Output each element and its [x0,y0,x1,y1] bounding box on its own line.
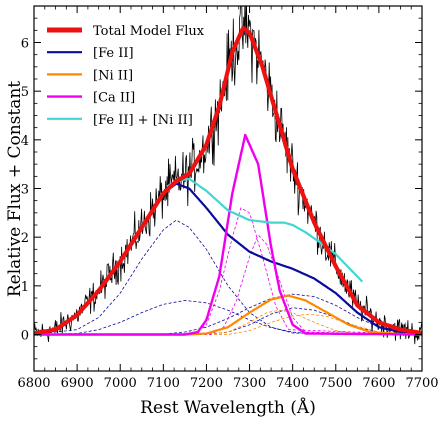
x-tick-label: 7600 [362,376,395,391]
x-axis: 6800 6900 7000 7100 7200 7300 7400 7500 7600 7700 [17,6,439,391]
x-axis-label: Rest Wavelength (Å) [140,397,316,418]
y-tick-label: 2 [21,231,29,246]
series-line-3 [34,133,422,336]
x-tick-label: 7400 [276,376,309,391]
legend-label: [Ca II] [93,91,135,106]
y-tick-label: 3 [21,183,29,198]
x-tick-label: 6800 [17,376,50,391]
legend-label: [Fe II] [93,46,134,61]
y-tick-label: 1 [21,280,29,295]
y-tick-label: 5 [21,85,29,100]
series-2-component-2 [34,313,422,335]
x-tick-label: 7200 [190,376,223,391]
series-line-0 [34,26,422,336]
x-tick-label: 7100 [147,376,180,391]
y-axis-label: Relative Flux + Constant [5,81,25,297]
y-tick-label: 0 [21,329,29,344]
y-axis: 0 1 2 3 4 5 6 [21,17,422,360]
x-tick-label: 7700 [405,376,438,391]
x-tick-label: 7000 [104,376,137,391]
x-tick-label: 7300 [233,376,266,391]
legend-label: [Fe II] + [Ni II] [93,113,193,128]
x-tick-label: 7500 [319,376,352,391]
x-tick-label: 6900 [61,376,94,391]
y-tick-label: 4 [21,134,29,149]
legend: Total Model Flux [Fe II] [Ni II] [Ca II] [Fe… [47,24,205,128]
fe-ii-component-2 [34,300,422,335]
y-tick-label: 6 [21,37,29,52]
legend-label: [Ni II] [93,68,133,83]
plot-area [34,6,422,345]
legend-label: Total Model Flux [93,24,205,39]
